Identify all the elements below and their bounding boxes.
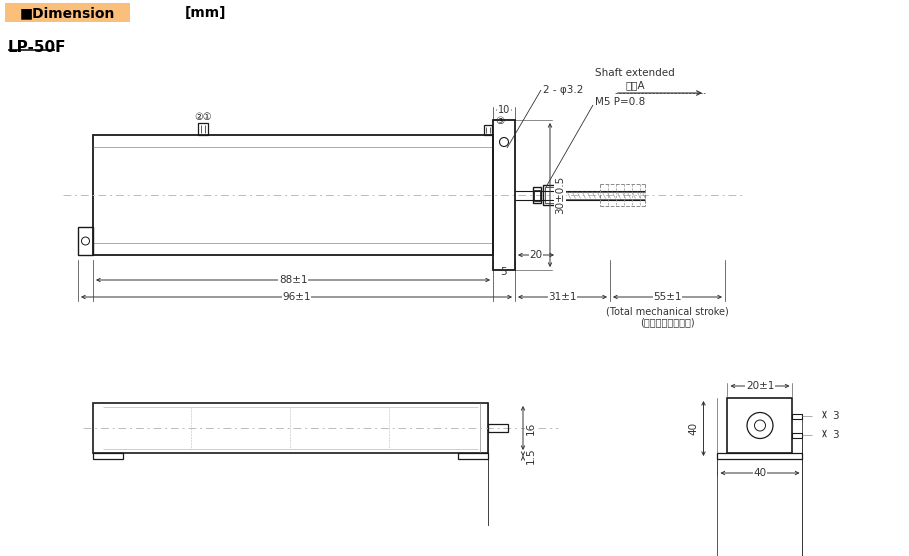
- Text: ■Dimension: ■Dimension: [19, 6, 115, 20]
- Bar: [93, 453, 123, 459]
- Text: 16: 16: [526, 421, 536, 435]
- Text: ③: ③: [495, 116, 504, 126]
- Text: 31±1: 31±1: [548, 292, 576, 302]
- Text: 55±1: 55±1: [654, 292, 682, 302]
- Bar: [488, 424, 508, 432]
- Text: 30±0.5: 30±0.5: [555, 176, 565, 214]
- Bar: [534, 190, 540, 201]
- Text: Shaft extended: Shaft extended: [595, 68, 674, 78]
- Bar: [717, 453, 803, 459]
- Bar: [458, 453, 488, 459]
- Bar: [793, 414, 803, 419]
- Bar: [93, 403, 488, 453]
- Text: (Total mechanical stroke): (Total mechanical stroke): [606, 306, 729, 316]
- Bar: [533, 187, 541, 203]
- Bar: [493, 120, 515, 270]
- Text: 1.5: 1.5: [526, 448, 536, 464]
- Text: [mm]: [mm]: [185, 6, 225, 20]
- Text: 20: 20: [529, 250, 543, 260]
- Text: (機械的ストローク): (機械的ストローク): [640, 317, 694, 327]
- Text: 20±1: 20±1: [745, 381, 774, 391]
- Bar: [727, 398, 793, 453]
- Bar: [484, 125, 492, 135]
- Bar: [93, 135, 493, 255]
- Text: 96±1: 96±1: [283, 292, 311, 302]
- Bar: [793, 433, 803, 438]
- Text: 40: 40: [754, 468, 766, 478]
- Text: 88±1: 88±1: [279, 275, 307, 285]
- Text: LP-50F: LP-50F: [8, 39, 66, 54]
- Text: 3: 3: [833, 411, 839, 421]
- Bar: [543, 185, 557, 205]
- Text: 40: 40: [688, 422, 698, 435]
- Bar: [78, 227, 93, 255]
- Text: 3: 3: [833, 430, 839, 440]
- Bar: [545, 187, 555, 203]
- Text: 10: 10: [498, 105, 510, 115]
- FancyBboxPatch shape: [5, 3, 130, 22]
- Text: 方向A: 方向A: [625, 80, 644, 90]
- Text: 5: 5: [501, 267, 507, 277]
- Text: 2 - φ3.2: 2 - φ3.2: [543, 85, 584, 95]
- Text: M5 P=0.8: M5 P=0.8: [595, 97, 645, 107]
- Bar: [198, 123, 208, 135]
- Text: ②①: ②①: [195, 112, 212, 122]
